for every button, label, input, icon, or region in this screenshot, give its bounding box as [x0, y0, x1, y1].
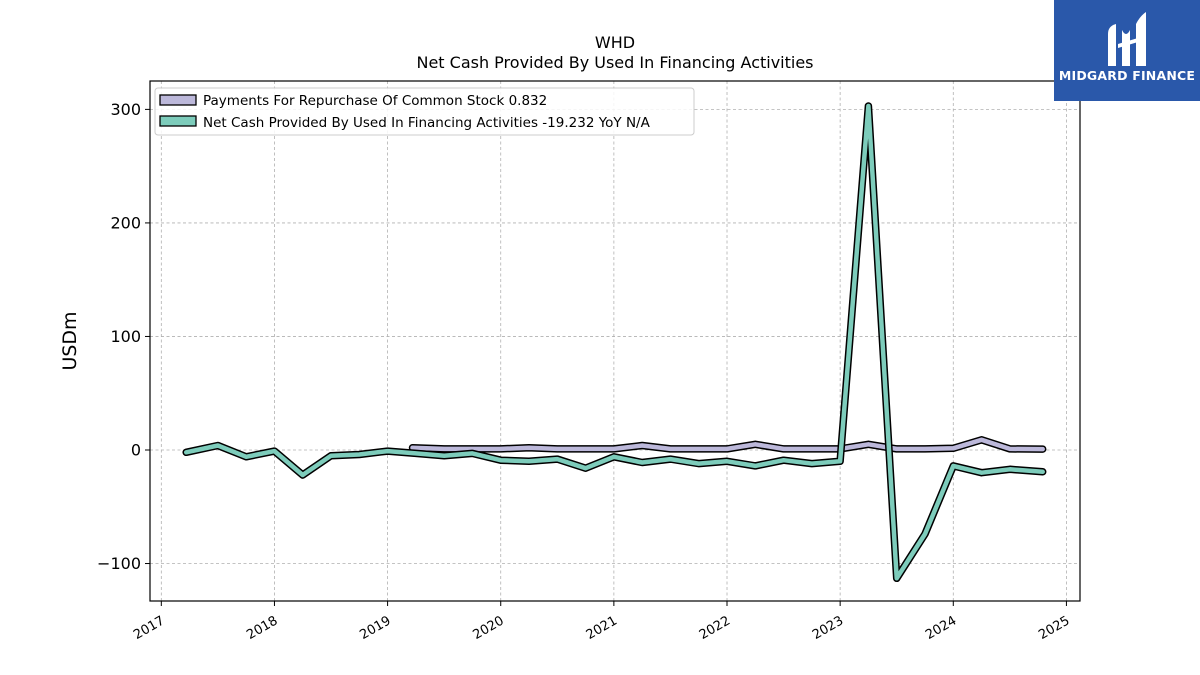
chart-subtitle: Net Cash Provided By Used In Financing A… [416, 53, 813, 72]
series-0 [408, 436, 1047, 453]
x-tick-label: 2020 [471, 613, 507, 643]
series-1 [182, 102, 1047, 583]
y-tick-label: 200 [110, 213, 141, 232]
x-tick-label: 2025 [1036, 613, 1072, 643]
x-tick-label: 2024 [923, 613, 959, 643]
x-tick-label: 2017 [131, 613, 167, 643]
legend-label-repurchase: Payments For Repurchase Of Common Stock … [203, 93, 547, 109]
x-tick-label: 2023 [810, 613, 846, 643]
series-line [410, 437, 1045, 452]
x-tick-label: 2018 [244, 613, 280, 643]
x-tick-label: 2022 [697, 613, 733, 643]
midgard-logo-icon [1108, 12, 1146, 66]
series-line [183, 103, 1045, 581]
y-tick-label: 100 [110, 327, 141, 346]
legend-swatch-repurchase [159, 94, 197, 106]
legend-swatch-financing [159, 115, 197, 127]
y-tick-label: −100 [97, 554, 141, 573]
grid-lines [150, 81, 1080, 601]
axes-frame [149, 80, 1081, 602]
plot-series [182, 102, 1047, 583]
brand-logo: MIDGARD FINANCE [1054, 0, 1200, 101]
legend-frame [154, 87, 695, 136]
x-tick-label: 2021 [584, 613, 620, 643]
legend-label-financing: Net Cash Provided By Used In Financing A… [203, 115, 651, 131]
chart-title: WHD [595, 33, 635, 52]
x-tick-label: 2019 [357, 613, 393, 643]
legend: Payments For Repurchase Of Common Stock … [154, 87, 695, 136]
y-tick-label: 300 [110, 100, 141, 119]
series-line-outline [182, 102, 1047, 583]
x-axis-ticks: 2017 2018 2019 2020 2021 2022 2023 2024 2025 [131, 601, 1072, 643]
y-axis-label: USDm [59, 311, 81, 370]
brand-name: MIDGARD FINANCE [1058, 68, 1196, 83]
y-axis-ticks: 300 200 100 0 −100 [97, 100, 150, 573]
y-tick-label: 0 [131, 440, 141, 459]
